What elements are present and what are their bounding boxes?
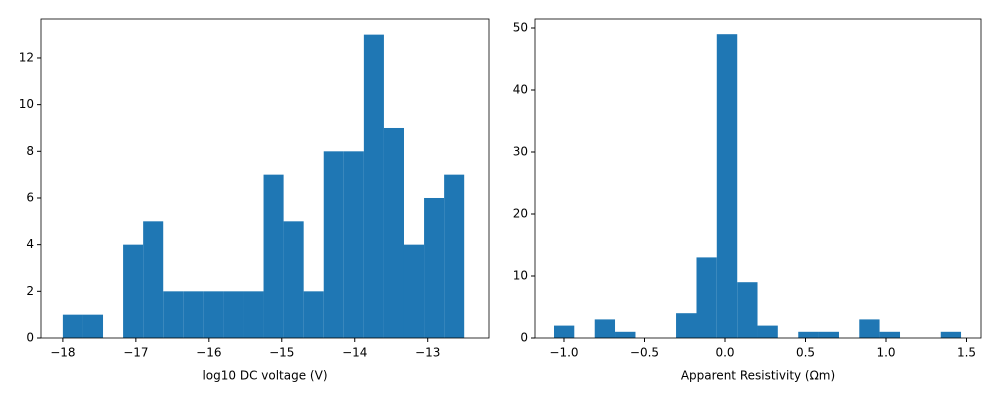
- bar: [283, 221, 304, 338]
- bar: [403, 244, 425, 338]
- bar: [303, 291, 324, 338]
- bar: [82, 314, 104, 338]
- x-tick-label: −17: [123, 346, 148, 360]
- x-axis-label: log10 DC voltage (V): [202, 369, 327, 383]
- bar: [798, 331, 819, 338]
- bar: [62, 314, 83, 338]
- bar: [676, 313, 697, 338]
- y-tick-label: 30: [513, 144, 528, 158]
- axes-frame: [40, 18, 490, 339]
- y-tick-label: 0: [26, 331, 34, 345]
- x-tick-label: 1.5: [957, 346, 976, 360]
- y-tick-label: 50: [513, 20, 528, 34]
- bar: [123, 244, 144, 338]
- bar: [696, 257, 717, 338]
- x-tick-label: 0.0: [715, 346, 734, 360]
- y-tick-label: 40: [513, 82, 528, 96]
- x-tick-label: 0.5: [796, 346, 815, 360]
- y-tick-label: 0: [520, 331, 528, 345]
- y-tick-label: 10: [19, 97, 34, 111]
- bar: [615, 331, 636, 338]
- bar: [737, 282, 758, 338]
- bar: [323, 151, 344, 338]
- x-tick-label: −16: [196, 346, 221, 360]
- bar: [818, 331, 839, 338]
- y-tick-label: 12: [19, 50, 34, 64]
- y-tick-label: 6: [26, 190, 34, 204]
- bar: [163, 291, 184, 338]
- x-tick-label: −18: [50, 346, 75, 360]
- bar: [757, 325, 778, 338]
- y-tick-label: 20: [513, 206, 528, 220]
- y-tick-label: 2: [26, 284, 34, 298]
- bar: [143, 221, 164, 338]
- bar: [716, 34, 738, 338]
- bar: [424, 197, 445, 338]
- bar: [444, 174, 465, 338]
- x-tick-label: −14: [342, 346, 367, 360]
- bar: [363, 34, 384, 338]
- bar: [940, 331, 962, 338]
- bar: [223, 291, 244, 338]
- y-tick-label: 4: [26, 237, 34, 251]
- y-tick-label: 10: [513, 268, 528, 282]
- x-tick-label: −13: [415, 346, 440, 360]
- x-tick-label: −1.0: [549, 346, 578, 360]
- axes-frame: [534, 18, 982, 339]
- bar: [859, 319, 880, 338]
- x-tick-label: 1.0: [876, 346, 895, 360]
- bar: [594, 319, 616, 338]
- bar: [383, 127, 404, 338]
- bar: [553, 325, 575, 338]
- bar: [183, 291, 204, 338]
- bar: [263, 174, 284, 338]
- x-axis-label: Apparent Resistivity (Ωm): [681, 369, 835, 383]
- bar: [343, 151, 364, 338]
- x-tick-label: −0.5: [630, 346, 659, 360]
- bar: [879, 331, 901, 338]
- bar: [203, 291, 224, 338]
- bar: [243, 291, 264, 338]
- x-tick-label: −15: [269, 346, 294, 360]
- y-tick-label: 8: [26, 144, 34, 158]
